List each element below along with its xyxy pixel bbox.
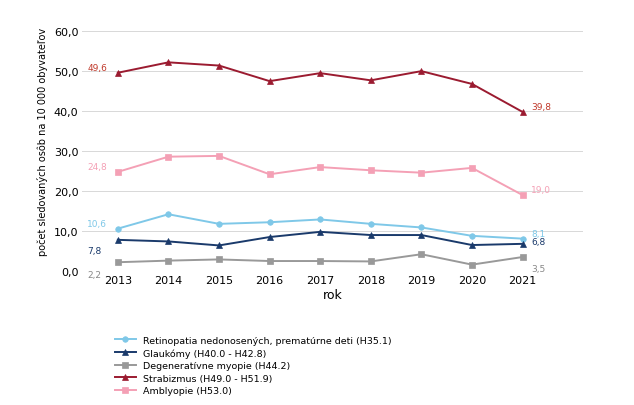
Legend: Retinopatia nedonosených, prematúrne deti (H35.1), Glaukómy (H40.0 - H42.8), Deg: Retinopatia nedonosených, prematúrne det…	[112, 333, 395, 398]
X-axis label: rok: rok	[323, 288, 343, 301]
Retinopatia nedonosených, prematúrne deti (H35.1)	[316, 217, 324, 222]
Degeneratívne myopie (H44.2)	[114, 260, 122, 265]
Text: 39,8: 39,8	[531, 102, 551, 112]
Text: 2,2: 2,2	[87, 271, 101, 279]
Amblyopie (H53.0)	[215, 154, 223, 159]
Strabizmus (H49.0 - H51.9)	[266, 79, 273, 84]
Degeneratívne myopie (H44.2)	[519, 255, 526, 260]
Text: 49,6: 49,6	[87, 64, 107, 72]
Retinopatia nedonosených, prematúrne deti (H35.1)	[367, 222, 375, 227]
Strabizmus (H49.0 - H51.9)	[114, 71, 122, 76]
Line: Glaukómy (H40.0 - H42.8): Glaukómy (H40.0 - H42.8)	[115, 230, 526, 249]
Amblyopie (H53.0)	[165, 155, 172, 160]
Degeneratívne myopie (H44.2)	[418, 252, 425, 257]
Degeneratívne myopie (H44.2)	[316, 259, 324, 264]
Strabizmus (H49.0 - H51.9)	[215, 64, 223, 69]
Strabizmus (H49.0 - H51.9)	[367, 79, 375, 83]
Text: 3,5: 3,5	[531, 264, 545, 273]
Strabizmus (H49.0 - H51.9)	[519, 110, 526, 115]
Glaukómy (H40.0 - H42.8)	[418, 233, 425, 238]
Line: Retinopatia nedonosených, prematúrne deti (H35.1): Retinopatia nedonosených, prematúrne det…	[115, 212, 526, 242]
Text: 19,0: 19,0	[531, 185, 551, 194]
Degeneratívne myopie (H44.2)	[367, 259, 375, 264]
Glaukómy (H40.0 - H42.8)	[266, 235, 273, 240]
Amblyopie (H53.0)	[266, 173, 273, 177]
Glaukómy (H40.0 - H42.8)	[215, 243, 223, 248]
Line: Degeneratívne myopie (H44.2): Degeneratívne myopie (H44.2)	[115, 252, 526, 268]
Line: Amblyopie (H53.0): Amblyopie (H53.0)	[115, 154, 526, 198]
Text: 24,8: 24,8	[87, 162, 107, 171]
Strabizmus (H49.0 - H51.9)	[316, 72, 324, 77]
Degeneratívne myopie (H44.2)	[468, 262, 476, 267]
Text: 7,8: 7,8	[87, 247, 101, 256]
Glaukómy (H40.0 - H42.8)	[165, 239, 172, 244]
Amblyopie (H53.0)	[367, 168, 375, 173]
Degeneratívne myopie (H44.2)	[215, 257, 223, 262]
Glaukómy (H40.0 - H42.8)	[519, 242, 526, 247]
Glaukómy (H40.0 - H42.8)	[316, 230, 324, 235]
Glaukómy (H40.0 - H42.8)	[114, 238, 122, 243]
Strabizmus (H49.0 - H51.9)	[418, 70, 425, 75]
Text: 8,1: 8,1	[531, 229, 545, 238]
Degeneratívne myopie (H44.2)	[165, 258, 172, 263]
Retinopatia nedonosených, prematúrne deti (H35.1)	[519, 237, 526, 241]
Strabizmus (H49.0 - H51.9)	[468, 82, 476, 87]
Retinopatia nedonosených, prematúrne deti (H35.1)	[165, 212, 172, 217]
Glaukómy (H40.0 - H42.8)	[468, 243, 476, 248]
Y-axis label: počet sledovaných osôb na 10 000 obyvateľov: počet sledovaných osôb na 10 000 obyvate…	[37, 28, 48, 256]
Retinopatia nedonosených, prematúrne deti (H35.1)	[215, 222, 223, 227]
Glaukómy (H40.0 - H42.8)	[367, 233, 375, 238]
Amblyopie (H53.0)	[468, 166, 476, 171]
Amblyopie (H53.0)	[316, 165, 324, 170]
Amblyopie (H53.0)	[418, 171, 425, 176]
Retinopatia nedonosených, prematúrne deti (H35.1)	[418, 226, 425, 230]
Retinopatia nedonosených, prematúrne deti (H35.1)	[114, 227, 122, 232]
Degeneratívne myopie (H44.2)	[266, 259, 273, 264]
Retinopatia nedonosených, prematúrne deti (H35.1)	[468, 234, 476, 239]
Amblyopie (H53.0)	[519, 193, 526, 198]
Line: Strabizmus (H49.0 - H51.9): Strabizmus (H49.0 - H51.9)	[115, 60, 526, 115]
Text: 6,8: 6,8	[531, 237, 545, 246]
Strabizmus (H49.0 - H51.9)	[165, 61, 172, 66]
Text: 10,6: 10,6	[87, 219, 107, 228]
Retinopatia nedonosených, prematúrne deti (H35.1)	[266, 220, 273, 225]
Amblyopie (H53.0)	[114, 170, 122, 175]
